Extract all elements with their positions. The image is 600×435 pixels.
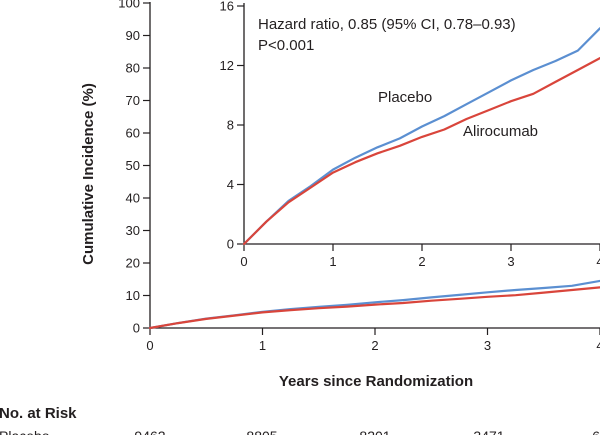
- risk-table-title: No. at Risk: [0, 405, 77, 422]
- inset-x-tick-label: 4: [596, 254, 600, 269]
- placebo-series-label: Placebo: [378, 89, 432, 106]
- main-x-tick-label: 3: [484, 338, 491, 353]
- main-y-tick-label: 40: [126, 191, 140, 206]
- main-x-tick-label: 4: [596, 338, 600, 353]
- risk-row-value: 9462: [134, 428, 165, 435]
- inset-x-tick-label: 2: [418, 254, 425, 269]
- main-y-ticks: 0 10 20 30 40 50 60 70 80 90 100: [118, 0, 150, 336]
- hazard-ratio-annotation: Hazard ratio, 0.85 (95% CI, 0.78–0.93): [258, 16, 516, 33]
- inset-y-tick-label: 0: [227, 237, 234, 252]
- p-value-annotation: P<0.001: [258, 37, 314, 54]
- inset-y-tick-label: 8: [227, 118, 234, 133]
- inset-x-tick-label: 1: [329, 254, 336, 269]
- main-y-tick-label: 0: [133, 321, 140, 336]
- main-series-group: [148, 279, 600, 330]
- main-y-tick-label: 100: [118, 0, 140, 11]
- main-y-tick-label: 60: [126, 126, 140, 141]
- inset-background: [244, 3, 600, 244]
- y-axis-title: Cumulative Incidence (%): [80, 83, 97, 265]
- main-y-tick-label: 80: [126, 61, 140, 76]
- inset-series-group: [242, 27, 600, 246]
- x-axis-title: Years since Randomization: [279, 373, 473, 390]
- main-y-tick-label: 30: [126, 223, 140, 238]
- inset-y-ticks: 0 4 8 12 16: [220, 0, 244, 252]
- inset-y-tick-label: 4: [227, 177, 234, 192]
- main-x-ticks: 0 1 2 3 4: [146, 328, 600, 353]
- inset-y-tick-label: 12: [220, 58, 234, 73]
- inset-x-tick-label: 3: [507, 254, 514, 269]
- risk-row-label: Placebo: [0, 428, 50, 435]
- main-x-tick-label: 1: [259, 338, 266, 353]
- inset-x-ticks: 0 1 2 3 4: [240, 244, 600, 269]
- main-y-tick-label: 50: [126, 158, 140, 173]
- main-y-tick-label: 20: [126, 256, 140, 271]
- main-x-tick-label: 2: [371, 338, 378, 353]
- risk-table-rows: Placebo 9462 8805 8201 3471 62: [0, 428, 600, 435]
- main-alirocumab-line: [148, 286, 600, 330]
- inset-x-tick-label: 0: [240, 254, 247, 269]
- inset-y-tick-label: 16: [220, 0, 234, 14]
- main-y-tick-label: 90: [126, 28, 140, 43]
- alirocumab-series-label: Alirocumab: [463, 123, 538, 140]
- risk-row-value: 3471: [473, 428, 504, 435]
- risk-row-value: 8201: [359, 428, 390, 435]
- inset-alirocumab-line: [242, 56, 600, 246]
- main-x-tick-label: 0: [146, 338, 153, 353]
- main-y-tick-label: 70: [126, 93, 140, 108]
- main-y-tick-label: 10: [126, 288, 140, 303]
- risk-row-value: 8805: [246, 428, 277, 435]
- risk-table: No. at Risk Placebo 9462 8805 8201 3471 62: [0, 405, 600, 435]
- inset-placebo-line: [242, 27, 600, 246]
- risk-row-value: 62: [592, 428, 600, 435]
